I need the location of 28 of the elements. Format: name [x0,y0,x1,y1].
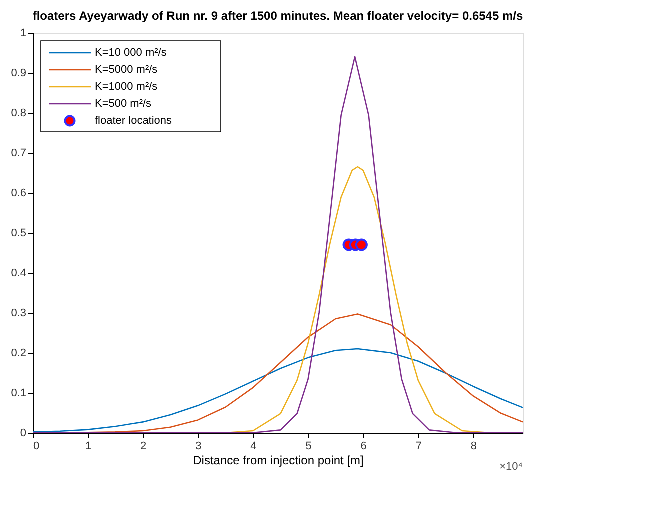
y-tick-label: 0.1 [11,388,26,400]
x-tick-label: 3 [196,440,202,452]
y-tick-label: 0.5 [11,228,26,240]
x-tick-label: 4 [250,440,257,452]
legend-label: K=1000 m²/s [95,81,158,93]
legend-label: K=10 000 m²/s [95,47,168,59]
x-axis-title: Distance from injection point [m] [193,454,364,468]
x-tick-label: 7 [416,440,422,452]
x-tick-label: 1 [85,440,92,452]
y-tick-label: 0.9 [11,68,26,80]
x-tick-label: 8 [470,440,478,452]
y-tick-label: 0.8 [11,108,26,120]
chart-title: floaters Ayeyarwady of Run nr. 9 after 1500 minutes. Mean floater velocity= 0.6545 m/s [32,9,524,23]
x-tick-label: 6 [360,440,367,452]
x-tick-label: 2 [140,440,147,452]
y-tick-label: 0.3 [11,308,26,320]
legend-label: K=500 m²/s [95,98,152,110]
y-tick-label: 0 [20,428,26,440]
text: ×10⁴ [500,461,524,473]
legend-label: floater locations [95,115,173,127]
y-tick-label: 0.4 [11,268,26,280]
x-tick-label: 0 [34,440,40,452]
y-tick-label: 0.7 [11,148,26,160]
x-tick-label: 5 [306,440,312,452]
y-tick-label: 0.2 [11,348,26,360]
y-tick-label: 0.6 [11,188,26,200]
legend-label: K=5000 m²/s [95,64,158,76]
y-tick-label: 1 [20,28,26,40]
